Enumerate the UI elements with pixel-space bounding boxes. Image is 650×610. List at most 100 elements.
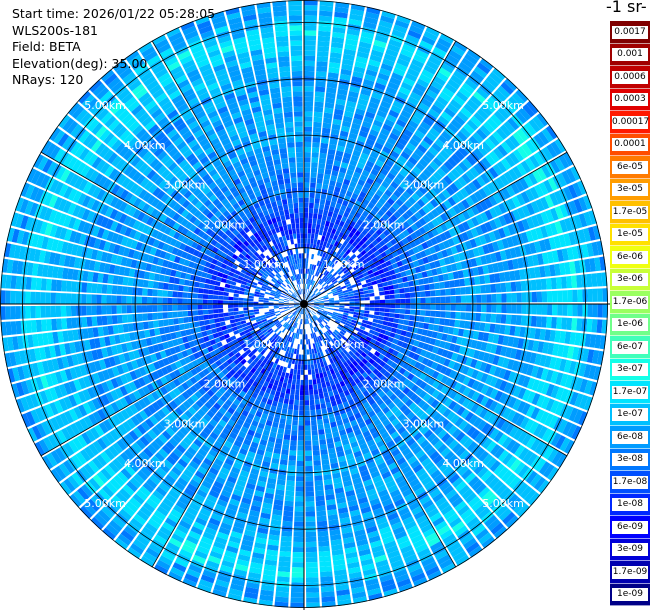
range-gate <box>304 30 317 36</box>
range-gate <box>377 72 390 82</box>
range-gate <box>452 327 460 336</box>
range-gate <box>540 368 549 381</box>
range-gate <box>266 482 276 490</box>
range-gate <box>339 330 345 336</box>
range-gate <box>358 291 364 295</box>
range-gate <box>461 57 475 70</box>
range-gate <box>165 474 176 485</box>
range-gate <box>360 249 367 256</box>
range-gate <box>391 418 400 427</box>
range-gate <box>318 229 324 236</box>
range-gate <box>428 84 441 95</box>
range-gate <box>305 435 312 441</box>
range-gate <box>49 387 58 401</box>
range-gate <box>172 378 181 387</box>
range-gate <box>474 503 488 516</box>
range-gate <box>331 36 345 44</box>
range-gate <box>389 516 401 526</box>
range-gate <box>355 237 362 244</box>
range-gate <box>357 315 364 320</box>
range-gate <box>352 424 360 432</box>
range-gate <box>337 387 344 394</box>
range-gate <box>340 162 349 169</box>
range-gate <box>321 290 326 294</box>
range-gate <box>392 493 403 503</box>
range-gate <box>307 284 311 290</box>
range-gate <box>396 535 410 545</box>
range-gate <box>128 381 137 392</box>
range-gate <box>379 232 387 240</box>
range-gate <box>214 503 226 513</box>
range-gate <box>324 264 329 270</box>
range-gate <box>404 492 416 502</box>
range-gate <box>277 571 290 578</box>
range-gate <box>312 132 321 138</box>
range-gate <box>475 371 484 381</box>
range-gate <box>291 567 304 573</box>
range-gate <box>74 341 81 353</box>
range-gate <box>460 295 467 303</box>
range-gate <box>335 150 344 157</box>
range-gate <box>326 195 333 201</box>
range-gate <box>228 300 234 304</box>
range-gate <box>360 322 367 328</box>
range-gate <box>264 370 270 377</box>
range-gate <box>334 329 340 335</box>
range-gate <box>349 356 355 363</box>
range-gate <box>128 430 139 442</box>
range-gate <box>6 336 14 351</box>
range-gate <box>256 359 263 366</box>
range-gate <box>349 301 355 304</box>
range-gate <box>471 295 477 303</box>
range-gate <box>310 364 315 370</box>
range-gate <box>376 137 386 146</box>
range-gate <box>310 317 314 323</box>
range-gate <box>350 8 364 17</box>
range-gate <box>444 83 458 94</box>
range-gate <box>399 293 406 299</box>
range-gate <box>597 304 603 318</box>
range-gate <box>116 305 122 314</box>
range-gate <box>410 232 418 240</box>
range-gate <box>352 407 360 415</box>
range-gate <box>573 214 583 229</box>
range-gate <box>101 394 110 406</box>
range-gate <box>456 336 463 345</box>
range-gate <box>463 537 477 550</box>
range-gate <box>155 486 167 497</box>
range-gate <box>477 351 486 361</box>
range-gate <box>305 531 317 538</box>
range-gate <box>326 260 332 266</box>
range-gate <box>295 333 298 339</box>
range-gate <box>455 244 463 253</box>
range-gate <box>401 465 412 475</box>
range-gate <box>174 557 189 568</box>
range-gate <box>477 419 487 431</box>
range-gate <box>485 313 492 323</box>
range-gate <box>402 229 410 237</box>
range-gate <box>198 337 205 344</box>
range-gate <box>261 374 268 381</box>
range-gate <box>164 393 173 403</box>
range-gate <box>400 430 410 439</box>
range-gate <box>410 415 419 424</box>
range-gate <box>466 456 478 468</box>
range-gate <box>398 194 408 203</box>
range-gate <box>336 589 350 596</box>
range-gate <box>441 111 453 122</box>
range-gate <box>332 234 338 241</box>
range-gate <box>469 238 478 248</box>
range-gate <box>493 89 507 102</box>
range-gate <box>206 522 219 531</box>
range-gate <box>218 308 224 313</box>
range-gate <box>203 336 210 343</box>
range-gate <box>25 306 31 319</box>
range-gate <box>232 372 240 380</box>
range-gate <box>287 352 291 358</box>
range-gate <box>318 279 323 285</box>
range-gate <box>288 347 293 353</box>
range-gate <box>436 382 445 392</box>
range-gate <box>489 388 499 400</box>
range-gate <box>316 319 321 324</box>
range-gate <box>120 409 130 420</box>
